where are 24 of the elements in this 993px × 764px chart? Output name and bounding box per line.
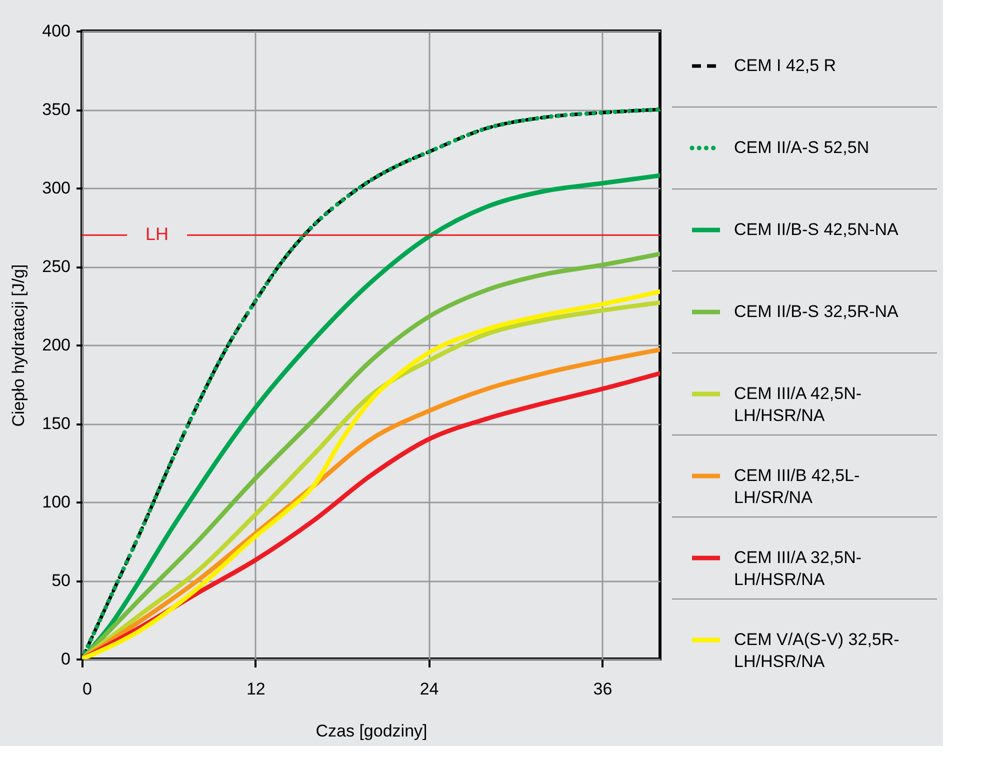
y-tick-label: 0 (61, 650, 70, 668)
x-tick-label: 0 (82, 680, 92, 698)
y-tick-label: 200 (42, 336, 70, 354)
ref-line-label: LH (145, 224, 169, 244)
legend-label: CEM I 42,5 R (734, 56, 836, 75)
legend-label: CEM II/A-S 52,5N (734, 138, 870, 157)
y-tick-label: 350 (42, 100, 70, 119)
legend-label: CEM V/A(S-V) 32,5R-LH/HSR/NA (734, 630, 900, 671)
legend-label: CEM III/B 42,5L-LH/SR/NA (734, 466, 860, 507)
y-tick-label: 250 (42, 257, 70, 276)
legend-label: CEM III/A 42,5N-LH/HSR/NA (734, 384, 862, 425)
x-tick-label: 36 (593, 680, 612, 698)
x-tick-label: 12 (246, 680, 266, 698)
x-tick-label: 24 (420, 680, 439, 698)
x-axis-title: Czas [godziny] (316, 722, 428, 740)
legend-label: CEM II/B-S 32,5R-NA (734, 302, 900, 321)
y-tick-label: 300 (42, 178, 70, 198)
legend-label: CEM III/A 32,5N-LH/HSR/NA (734, 548, 862, 589)
y-tick-label: 400 (42, 22, 70, 40)
y-tick-label: 100 (42, 492, 70, 512)
legend-label: CEM II/B-S 42,5N-NA (734, 220, 900, 239)
y-tick-label: 50 (52, 571, 70, 590)
y-tick-label: 150 (42, 414, 70, 433)
y-axis-title: Ciepło hydratacji [J/g] (9, 264, 28, 427)
